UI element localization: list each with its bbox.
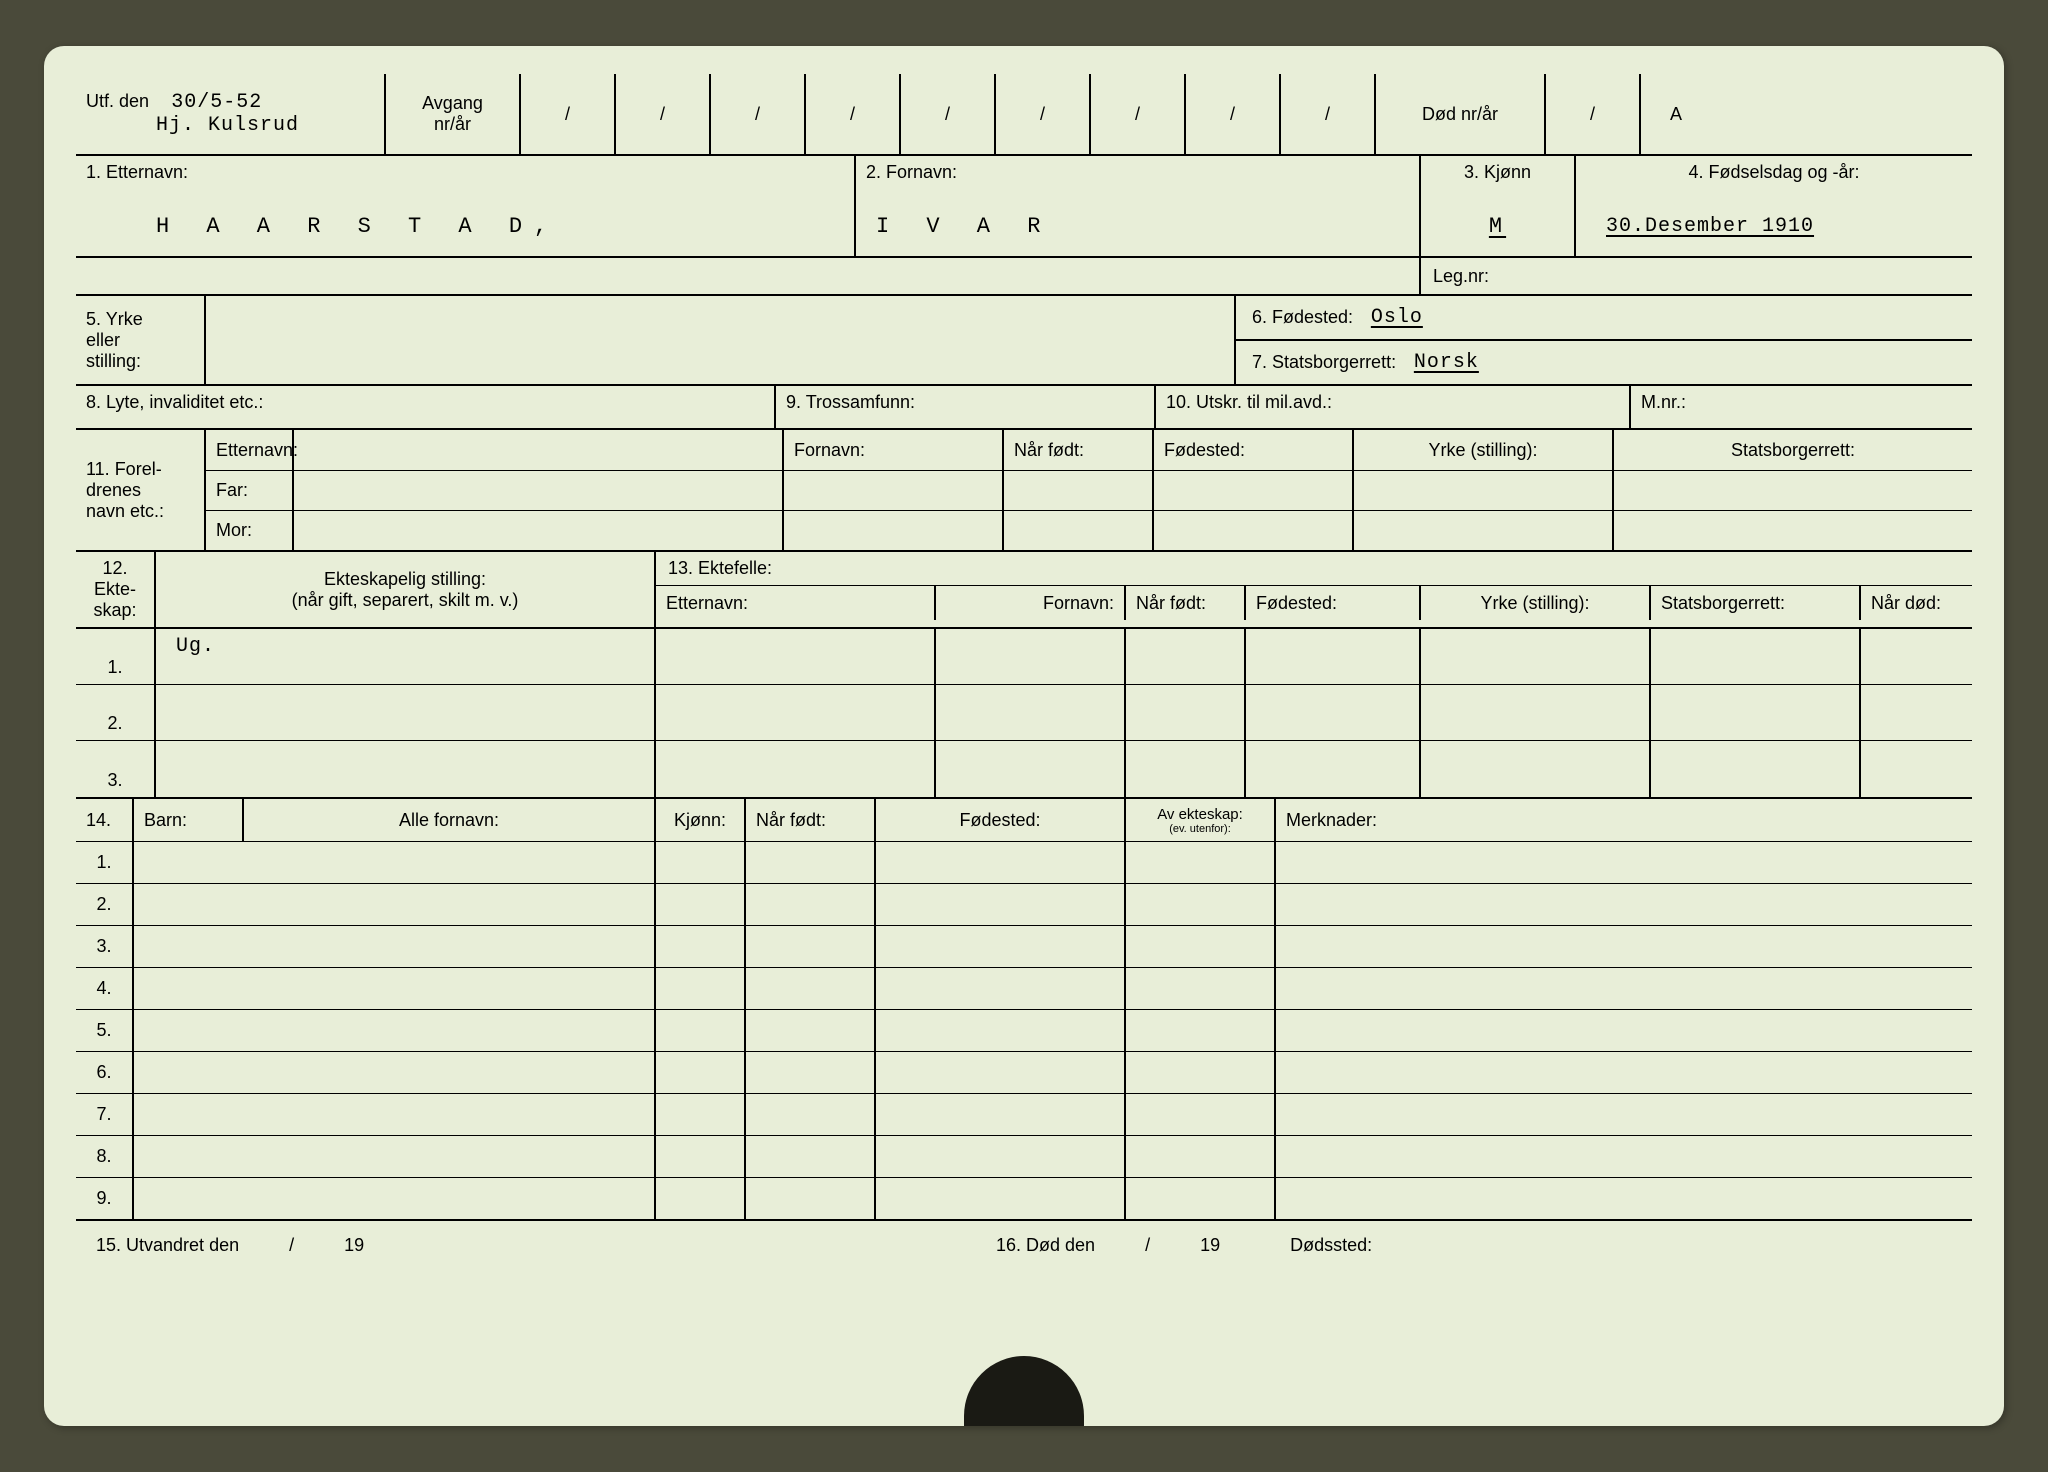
child-row: 2. (76, 883, 1972, 925)
ektefelle-section: 13. Ektefelle: Etternavn: Fornavn: Når f… (656, 552, 1972, 627)
avgang-9: / (1281, 74, 1376, 154)
child-row: 3. (76, 925, 1972, 967)
fodested-line: 6. Fødested: Oslo (1236, 296, 1972, 341)
dod-den: 16. Død den / 19 Dødssted: (996, 1235, 1952, 1256)
stats-line: 7. Statsborgerrett: Norsk (1236, 341, 1972, 384)
parents-body: Etternavn: Fornavn: Når født: Fødested: … (206, 430, 1972, 550)
ektefelle-columns: Etternavn: Fornavn: Når født: Fødested: … (656, 586, 1972, 620)
utf-label: Utf. den (86, 91, 149, 111)
name-labels-row: 1. Etternavn: 2. Fornavn: 3. Kjønn 4. Fø… (76, 154, 1972, 196)
p-fornavn-h: Fornavn: (784, 430, 1004, 470)
fodsel-value: 30.Desember 1910 (1576, 196, 1972, 256)
legnr-spacer (76, 256, 1421, 294)
stats-value: Norsk (1414, 351, 1479, 374)
utskr-label: 10. Utskr. til mil.avd.: (1156, 386, 1631, 428)
avgang-5: / (901, 74, 996, 154)
fornavn-label: 2. Fornavn: (856, 156, 1421, 196)
dod-slash: / (1546, 74, 1641, 154)
avgang-8: / (1186, 74, 1281, 154)
p-yrke-h: Yrke (stilling): (1354, 430, 1614, 470)
avgang-label: Avgang nr/år (386, 74, 521, 154)
etternavn-value: H A A R S T A D, (76, 196, 856, 256)
child-row: 6. (76, 1051, 1972, 1093)
parents-section: 11. Forel- drenes navn etc.: Etternavn: … (76, 428, 1972, 550)
child-row: 1. (76, 841, 1972, 883)
avgang-4: / (806, 74, 901, 154)
dod-label: Død nr/år (1376, 74, 1546, 154)
name-values-row: H A A R S T A D, I V A R M 30.Desember 1… (76, 196, 1972, 256)
avgang-7: / (1091, 74, 1186, 154)
utf-cell: Utf. den 30/5-52 Hj. Kulsrud (76, 74, 386, 154)
p-etternavn-h: Etternavn: (206, 430, 294, 470)
far-label: Far: (206, 471, 294, 510)
avgang-1: / (521, 74, 616, 154)
children-header: 14. Barn: Alle fornavn: Kjønn: Når født:… (76, 797, 1972, 841)
fodested-value: Oslo (1371, 306, 1423, 329)
etternavn-label: 1. Etternavn: (76, 156, 856, 196)
p-narfodt-h: Når født: (1004, 430, 1154, 470)
mor-label: Mor: (206, 511, 294, 550)
avgang-3: / (711, 74, 806, 154)
children-rows: 1.2.3.4.5.6.7.8.9. (76, 841, 1972, 1219)
yrke-value (206, 296, 1236, 384)
utf-date: 30/5-52 (171, 91, 262, 114)
marriage-rows: 1. Ug. 2. 3. (76, 627, 1972, 797)
bottom-row: 15. Utvandret den / 19 16. Død den / 19 … (76, 1219, 1972, 1269)
child-row: 8. (76, 1135, 1972, 1177)
marriage-header: 12. Ekte- skap: Ekteskapelig stilling: (… (76, 550, 1972, 627)
header-row: Utf. den 30/5-52 Hj. Kulsrud Avgang nr/å… (76, 74, 1972, 154)
utf-name: Hj. Kulsrud (86, 114, 374, 137)
p-fodested-h: Fødested: (1154, 430, 1354, 470)
ektefelle-label: 13. Ektefelle: (656, 552, 1972, 586)
avgang-2: / (616, 74, 711, 154)
avgang-6: / (996, 74, 1091, 154)
p-stats-h: Statsborgerrett: (1614, 430, 1972, 470)
utvandret: 15. Utvandret den / 19 (96, 1235, 996, 1256)
tros-label: 9. Trossamfunn: (776, 386, 1156, 428)
child-row: 9. (76, 1177, 1972, 1219)
punch-hole (964, 1356, 1084, 1426)
legnr-row: Leg.nr: (76, 256, 1972, 294)
parents-header: Etternavn: Fornavn: Når født: Fødested: … (206, 430, 1972, 470)
ekteskap-label: 12. Ekte- skap: (76, 552, 156, 627)
ug-value: Ug. (176, 635, 215, 658)
ekt-stilling-label: Ekteskapelig stilling: (når gift, separe… (156, 552, 656, 627)
row-8-10: 8. Lyte, invaliditet etc.: 9. Trossamfun… (76, 384, 1972, 428)
a-marker: A (1641, 74, 1711, 154)
mother-row: Mor: (206, 510, 1972, 550)
fodsel-label: 4. Fødselsdag og -år: (1576, 156, 1972, 196)
birthplace-nationality: 6. Fødested: Oslo 7. Statsborgerrett: No… (1236, 296, 1972, 384)
parents-label: 11. Forel- drenes navn etc.: (76, 430, 206, 550)
registration-card: Utf. den 30/5-52 Hj. Kulsrud Avgang nr/å… (44, 46, 2004, 1426)
yrke-label: 5. Yrke eller stilling: (76, 296, 206, 384)
marriage-row-2: 2. (76, 685, 1972, 741)
child-row: 5. (76, 1009, 1972, 1051)
lyte-label: 8. Lyte, invaliditet etc.: (76, 386, 776, 428)
mnr-label: M.nr.: (1631, 386, 1972, 428)
occupation-row: 5. Yrke eller stilling: 6. Fødested: Osl… (76, 294, 1972, 384)
marriage-row-1: 1. Ug. (76, 629, 1972, 685)
kjonn-value: M (1421, 196, 1576, 256)
marriage-row-3: 3. (76, 741, 1972, 797)
child-row: 4. (76, 967, 1972, 1009)
legnr-label: Leg.nr: (1421, 256, 1972, 294)
fornavn-value: I V A R (856, 196, 1421, 256)
father-row: Far: (206, 470, 1972, 510)
kjonn-label: 3. Kjønn (1421, 156, 1576, 196)
child-row: 7. (76, 1093, 1972, 1135)
